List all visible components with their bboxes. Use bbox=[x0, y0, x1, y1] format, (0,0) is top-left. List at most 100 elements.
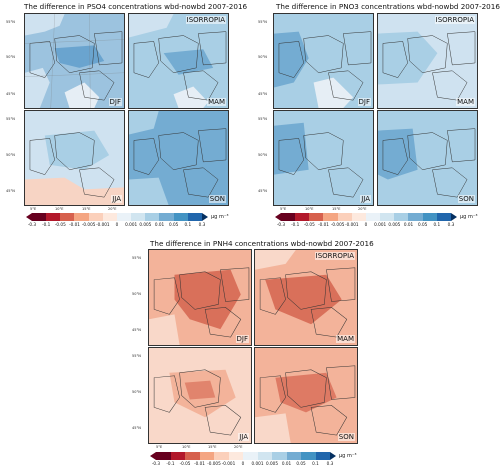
season-label-son: SON bbox=[208, 195, 226, 203]
colorbar-segment bbox=[315, 452, 330, 460]
lat-label: 55°N bbox=[132, 256, 141, 260]
colorbar-tick-label: -0.01 bbox=[69, 222, 80, 227]
colorbar-tick-label: 0.1 bbox=[312, 461, 319, 466]
colorbar-segment bbox=[408, 213, 423, 221]
figure-title: The difference in PNO3 concentrations wb… bbox=[276, 2, 500, 11]
colorbar-segment bbox=[185, 452, 200, 460]
season-label-jja: JJA bbox=[238, 433, 249, 441]
colorbar-strip bbox=[150, 452, 336, 460]
lat-label: 55°N bbox=[6, 20, 15, 24]
colorbar-unit: μg m⁻³ bbox=[339, 453, 357, 459]
colorbar-segment bbox=[301, 452, 316, 460]
colorbar-tick-label: 0.001 bbox=[125, 222, 138, 227]
season-label-jja: JJA bbox=[111, 195, 122, 203]
lat-label: 55°N bbox=[6, 117, 15, 121]
season-label-djf: DJF bbox=[357, 98, 371, 106]
colorbar-ticks: -0.3 -0.1 -0.05 -0.01 -0.005 -0.001 0 0.001 0.00… bbox=[26, 222, 232, 228]
colorbar-segment bbox=[228, 452, 243, 460]
colorbar-tick-label: 0.001 bbox=[374, 222, 387, 227]
colorbar-segment bbox=[145, 213, 160, 221]
lon-label: 20°E bbox=[234, 445, 243, 449]
lon-label: 15°E bbox=[82, 207, 91, 211]
colorbar-segment bbox=[436, 213, 451, 221]
figure-title: The difference in PNH4 concentrations wb… bbox=[150, 239, 374, 248]
colorbar-tick-label: -0.05 bbox=[54, 222, 66, 227]
colorbar-segment bbox=[102, 213, 117, 221]
colorbar-tick-label: -0.3 bbox=[151, 461, 161, 466]
colorbar-segment bbox=[170, 452, 185, 460]
colorbar-under-arrow bbox=[150, 452, 156, 460]
colorbar-tick-label: -0.005 bbox=[207, 461, 221, 466]
colorbar-segment bbox=[323, 213, 338, 221]
scheme-label-isorropia: ISORROPIA bbox=[434, 16, 475, 24]
lon-label: 5°E bbox=[280, 207, 287, 211]
figure-title: The difference in PSO4 concentrations wb… bbox=[24, 2, 248, 11]
scheme-label-isorropia: ISORROPIA bbox=[185, 16, 226, 24]
lat-label: 55°N bbox=[258, 20, 267, 24]
lon-label: 5°E bbox=[30, 207, 37, 211]
colorbar-segment bbox=[281, 213, 296, 221]
colorbar-over-arrow bbox=[330, 452, 336, 460]
map-panel-jja: JJA bbox=[273, 110, 374, 206]
colorbar-segment bbox=[187, 213, 202, 221]
colorbar-segment bbox=[394, 213, 409, 221]
scheme-label-isorropia: ISORROPIA bbox=[314, 252, 355, 260]
colorbar-tick-label: 0.1 bbox=[184, 222, 192, 227]
colorbar-segment bbox=[337, 213, 352, 221]
lon-label: 20°E bbox=[108, 207, 117, 211]
lon-label: 10°E bbox=[55, 207, 64, 211]
colorbar-segment bbox=[131, 213, 146, 221]
colorbar-segment bbox=[46, 213, 61, 221]
colorbar-tick-label: 0.001 bbox=[251, 461, 264, 466]
lat-label: 45°N bbox=[258, 189, 267, 193]
colorbar-unit: μg m⁻³ bbox=[460, 214, 478, 220]
colorbar-segment bbox=[74, 213, 89, 221]
colorbar-segment bbox=[199, 452, 214, 460]
colorbar-tick-label: 0.005 bbox=[388, 222, 401, 227]
colorbar-tick-label: -0.3 bbox=[276, 222, 286, 227]
lat-label: 45°N bbox=[6, 92, 15, 96]
colorbar-tick-label: -0.001 bbox=[221, 461, 236, 466]
season-label-mam: MAM bbox=[336, 335, 355, 343]
colorbar-segment bbox=[272, 452, 287, 460]
lat-label: 50°N bbox=[258, 153, 267, 157]
colorbar-segment bbox=[173, 213, 188, 221]
lon-label: 15°E bbox=[332, 207, 341, 211]
colorbar-tick-label: -0.05 bbox=[303, 222, 315, 227]
colorbar-tick-label: 0.01 bbox=[403, 222, 414, 227]
colorbar-unit: μg m⁻³ bbox=[211, 214, 229, 220]
colorbar-tick-label: -0.005 bbox=[330, 222, 345, 227]
season-label-son: SON bbox=[337, 433, 355, 441]
colorbar-strip bbox=[275, 213, 457, 221]
map-panel-son: SON bbox=[377, 110, 478, 206]
colorbar-tick-label: -0.001 bbox=[96, 222, 110, 227]
colorbar-tick-label: 0.005 bbox=[266, 461, 278, 466]
colorbar-tick-label: 0 bbox=[364, 222, 368, 227]
colorbar-tick-label: -0.001 bbox=[345, 222, 359, 227]
map-panel-jja: JJA bbox=[24, 110, 125, 206]
lon-label: 10°E bbox=[305, 207, 314, 211]
colorbar-tick-label: 0.3 bbox=[326, 461, 334, 466]
colorbar-tick-label: -0.05 bbox=[179, 461, 191, 466]
colorbar-segment bbox=[60, 213, 75, 221]
season-label-djf: DJF bbox=[235, 335, 249, 343]
colorbar-tick-label: -0.1 bbox=[291, 222, 300, 227]
lat-label: 45°N bbox=[132, 328, 141, 332]
colorbar-tick-label: -0.01 bbox=[318, 222, 329, 227]
lat-label: 50°N bbox=[6, 153, 15, 157]
colorbar-segment bbox=[116, 213, 132, 221]
map-panel-son: SON bbox=[128, 110, 229, 206]
colorbar-tick-label: 0.3 bbox=[198, 222, 206, 227]
lon-label: 10°E bbox=[182, 445, 191, 449]
lon-label: 5°E bbox=[156, 445, 163, 449]
colorbar-tick-label: 0.005 bbox=[139, 222, 152, 227]
map-panel-isorropia: ISORROPIA MAM bbox=[128, 13, 229, 109]
colorbar-tick-label: 0.01 bbox=[154, 222, 165, 227]
colorbar-over-arrow bbox=[450, 213, 457, 221]
map-panel-djf: DJF bbox=[273, 13, 374, 109]
lat-label: 50°N bbox=[132, 390, 141, 394]
colorbar-segment bbox=[88, 213, 103, 221]
season-label-son: SON bbox=[457, 195, 475, 203]
colorbar-tick-label: 0.05 bbox=[296, 461, 306, 466]
colorbar-tick-label: 0.01 bbox=[281, 461, 292, 466]
